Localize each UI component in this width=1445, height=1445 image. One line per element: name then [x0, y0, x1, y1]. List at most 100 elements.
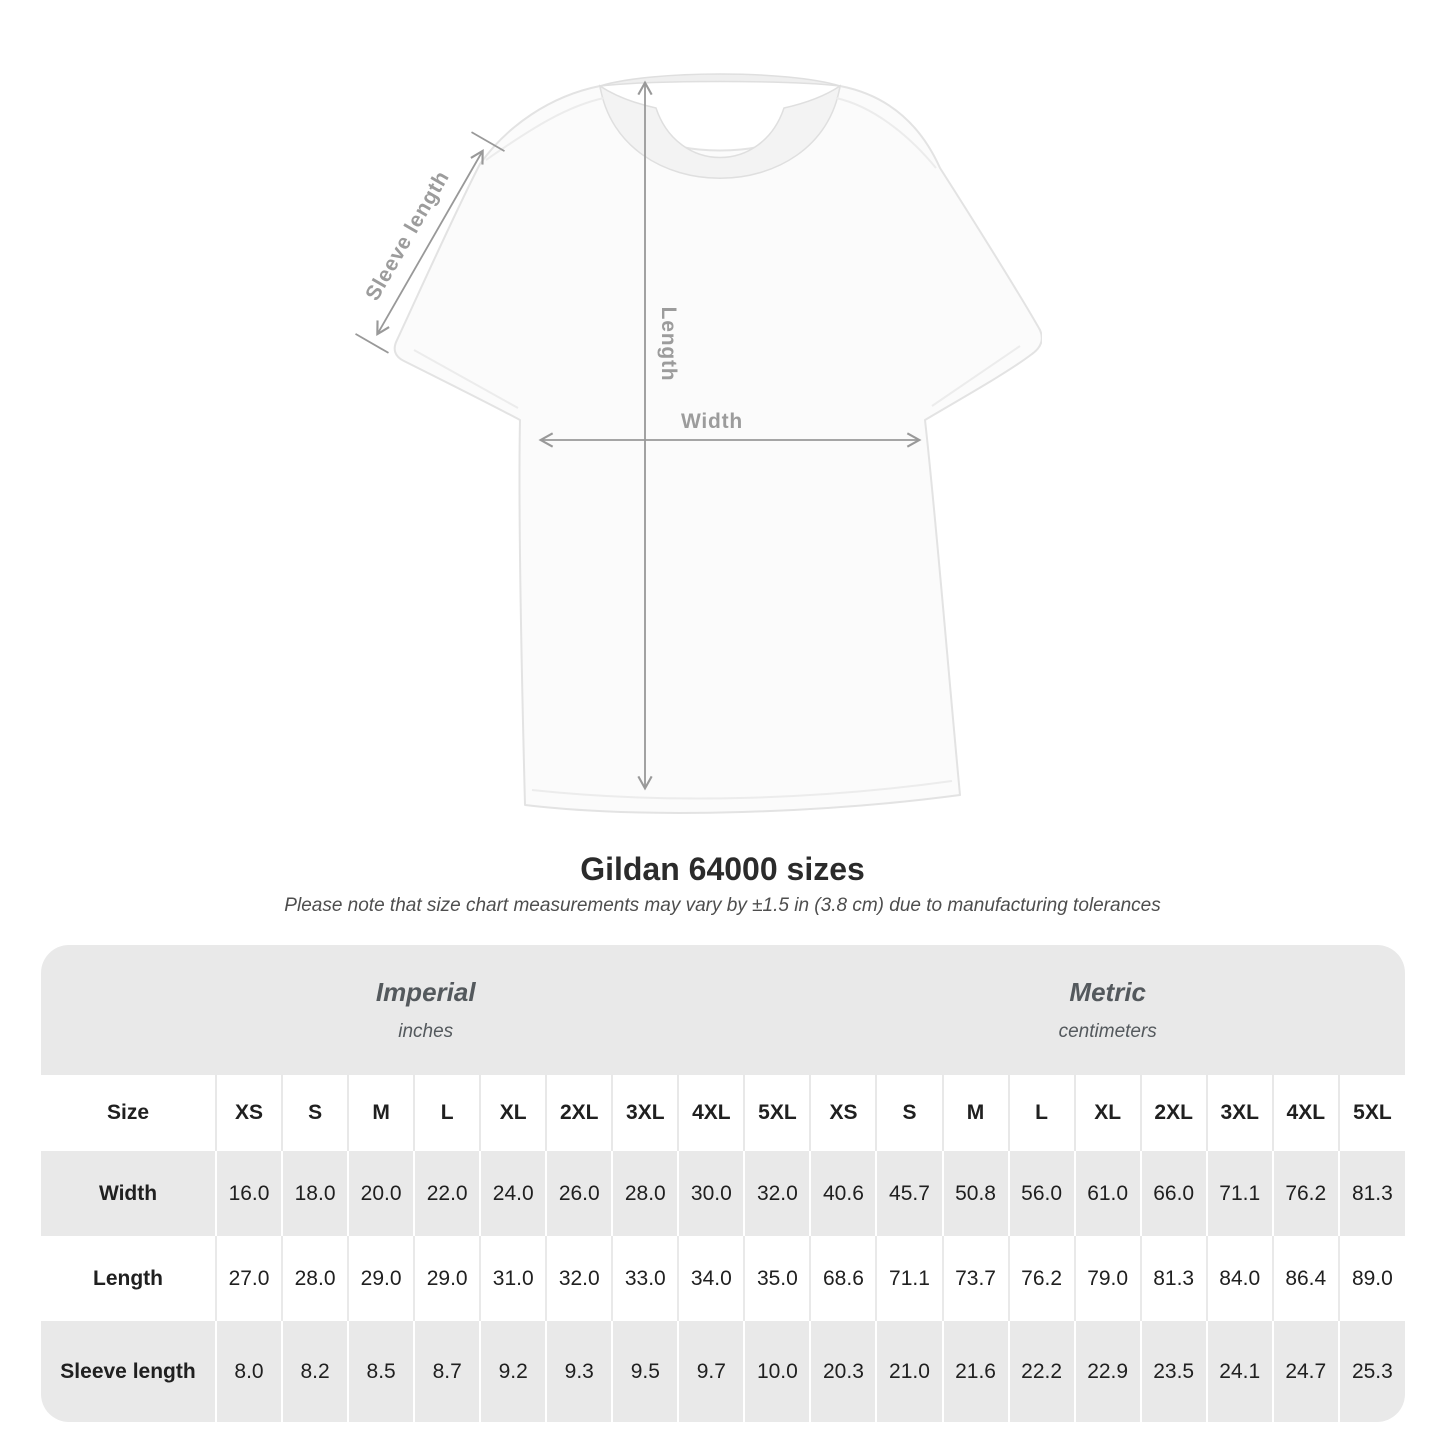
- size-value-cell: 22.0: [413, 1151, 481, 1236]
- size-column-header: S: [875, 1075, 943, 1151]
- size-value-cell: 8.2: [281, 1321, 349, 1422]
- size-column-header: XS: [214, 1075, 283, 1151]
- size-value-cell: 45.7: [875, 1151, 943, 1236]
- size-value-cell: 79.0: [1073, 1236, 1141, 1321]
- table-row: Length 27.0 28.0 29.0 29.0 31.0 32.0 33.0 34.0 35…: [41, 1236, 1405, 1321]
- size-value-cell: 23.5: [1139, 1321, 1207, 1422]
- size-column-header: 3XL: [611, 1075, 679, 1151]
- size-value-cell: 21.0: [875, 1321, 943, 1422]
- size-value-cell: 9.5: [611, 1321, 679, 1422]
- size-value-cell: 86.4: [1271, 1236, 1339, 1321]
- size-value-cell: 8.7: [413, 1321, 481, 1422]
- size-value-cell: 9.3: [545, 1321, 613, 1422]
- size-value-cell: 24.7: [1271, 1321, 1339, 1422]
- size-value-cell: 84.0: [1205, 1236, 1273, 1321]
- imperial-group-header: Imperial inches: [41, 945, 811, 1075]
- size-table: Imperial inches Metric centimeters Size …: [41, 945, 1405, 1422]
- tshirt-seams: [413, 97, 1021, 800]
- sleeve-length-arrow: [355, 131, 505, 354]
- size-value-cell: 20.3: [809, 1321, 877, 1422]
- size-value-cell: 22.2: [1007, 1321, 1075, 1422]
- size-value-cell: 40.6: [809, 1151, 877, 1236]
- size-column-header: 3XL: [1205, 1075, 1273, 1151]
- size-column-header: 5XL: [1337, 1075, 1405, 1151]
- size-value-cell: 9.2: [479, 1321, 547, 1422]
- width-label: Width: [680, 410, 744, 433]
- size-column-header: 4XL: [1271, 1075, 1339, 1151]
- size-value-cell: 33.0: [611, 1236, 679, 1321]
- imperial-unit-label: inches: [398, 1021, 454, 1042]
- size-table-body: Imperial inches Metric centimeters Size …: [41, 945, 1405, 1422]
- size-value-cell: 24.0: [479, 1151, 547, 1236]
- size-value-cell: 81.3: [1337, 1151, 1405, 1236]
- size-value-cell: 81.3: [1139, 1236, 1207, 1321]
- size-value-cell: 29.0: [347, 1236, 415, 1321]
- tshirt-body: [393, 85, 1043, 814]
- size-value-cell: 21.6: [941, 1321, 1009, 1422]
- page-title: Gildan 64000 sizes: [580, 851, 865, 887]
- size-value-cell: 8.0: [214, 1321, 283, 1422]
- size-header-label: Size: [41, 1075, 216, 1151]
- tshirt-figure: [352, 68, 1043, 828]
- size-value-cell: 28.0: [611, 1151, 679, 1236]
- size-column-header: 4XL: [677, 1075, 745, 1151]
- size-column-header: XL: [1073, 1075, 1141, 1151]
- size-chart: Imperial inches Metric centimeters Size …: [41, 945, 1405, 1422]
- row-label: Width: [41, 1151, 216, 1236]
- size-value-cell: 56.0: [1007, 1151, 1075, 1236]
- size-value-cell: 32.0: [545, 1236, 613, 1321]
- size-value-cell: 68.6: [809, 1236, 877, 1321]
- size-value-cell: 71.1: [1205, 1151, 1273, 1236]
- length-label: Length: [657, 306, 680, 382]
- size-column-header: M: [941, 1075, 1009, 1151]
- imperial-label: Imperial: [375, 977, 476, 1007]
- size-value-cell: 29.0: [413, 1236, 481, 1321]
- size-value-cell: 9.7: [677, 1321, 745, 1422]
- unit-band-row: Imperial inches Metric centimeters: [41, 945, 1405, 1075]
- size-value-cell: 25.3: [1337, 1321, 1405, 1422]
- size-value-cell: 71.1: [875, 1236, 943, 1321]
- size-value-cell: 24.1: [1205, 1321, 1273, 1422]
- size-value-cell: 26.0: [545, 1151, 613, 1236]
- size-value-cell: 61.0: [1073, 1151, 1141, 1236]
- table-row: Sleeve length 8.0 8.2 8.5 8.7 9.2 9.3 9.5 9.7 10.…: [41, 1321, 1405, 1422]
- size-column-header: M: [347, 1075, 415, 1151]
- size-value-cell: 89.0: [1337, 1236, 1405, 1321]
- size-value-cell: 22.9: [1073, 1321, 1141, 1422]
- metric-group-header: Metric centimeters: [810, 945, 1405, 1075]
- size-header-row: Size XS S M L XL 2XL 3XL 4XL 5XL XS S M L XL 2XL 3XL 4XL…: [41, 1075, 1405, 1151]
- size-value-cell: 76.2: [1007, 1236, 1075, 1321]
- size-column-header: S: [281, 1075, 349, 1151]
- size-value-cell: 76.2: [1271, 1151, 1339, 1236]
- tshirt-back-collar: [599, 73, 841, 87]
- tshirt-collar: [598, 84, 842, 179]
- page-subtitle: Please note that size chart measurements…: [284, 895, 1161, 916]
- size-column-header: 2XL: [1139, 1075, 1207, 1151]
- row-label: Sleeve length: [41, 1321, 216, 1422]
- size-value-cell: 28.0: [281, 1236, 349, 1321]
- size-value-cell: 30.0: [677, 1151, 745, 1236]
- size-value-cell: 16.0: [214, 1151, 283, 1236]
- row-label: Length: [41, 1236, 216, 1321]
- metric-label: Metric: [1069, 977, 1146, 1007]
- size-value-cell: 50.8: [941, 1151, 1009, 1236]
- size-column-header: XL: [479, 1075, 547, 1151]
- size-column-header: 2XL: [545, 1075, 613, 1151]
- size-value-cell: 35.0: [743, 1236, 811, 1321]
- size-column-header: 5XL: [743, 1075, 811, 1151]
- size-value-cell: 32.0: [743, 1151, 811, 1236]
- size-value-cell: 73.7: [941, 1236, 1009, 1321]
- size-column-header: XS: [809, 1075, 877, 1151]
- size-value-cell: 27.0: [214, 1236, 283, 1321]
- size-value-cell: 10.0: [743, 1321, 811, 1422]
- size-value-cell: 20.0: [347, 1151, 415, 1236]
- size-column-header: L: [1007, 1075, 1075, 1151]
- size-value-cell: 34.0: [677, 1236, 745, 1321]
- size-value-cell: 31.0: [479, 1236, 547, 1321]
- size-value-cell: 66.0: [1139, 1151, 1207, 1236]
- size-column-header: L: [413, 1075, 481, 1151]
- tshirt-image: [355, 73, 1043, 814]
- metric-unit-label: centimeters: [1058, 1021, 1157, 1042]
- table-row: Width 16.0 18.0 20.0 22.0 24.0 26.0 28.0 30.0 32.…: [41, 1151, 1405, 1236]
